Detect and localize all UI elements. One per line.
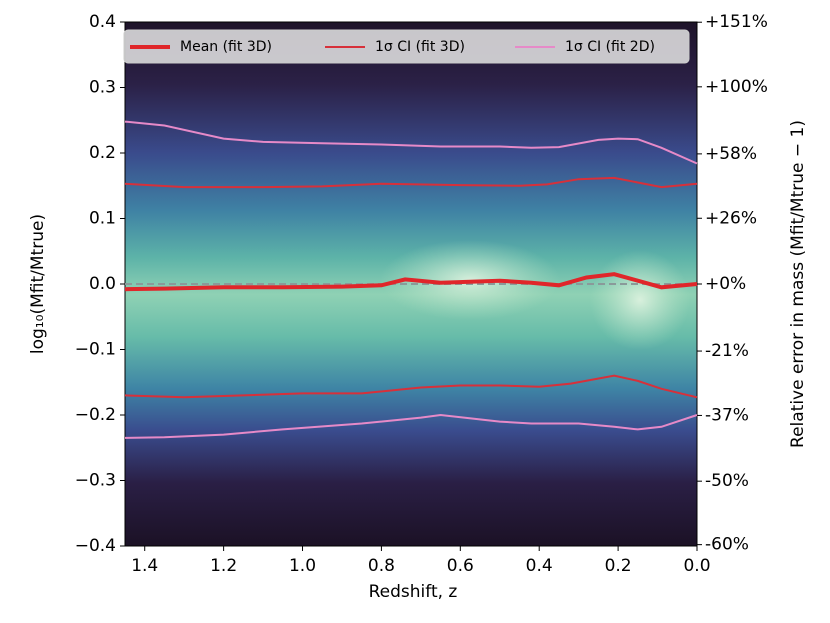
y2-tick-label: -37% [705,405,749,425]
y-tick-label: −0.4 [75,536,116,556]
x-tick-label: 1.0 [289,556,316,576]
legend-label: Mean (fit 3D) [180,39,272,55]
x-tick-label: 0.6 [447,556,474,576]
x-tick-label: 1.4 [131,556,158,576]
x-tick-label: 0.2 [605,556,632,576]
x-tick-label: 0.4 [526,556,553,576]
y-tick-label: −0.2 [75,405,116,425]
ci-lower-line [124,413,698,439]
y-tick-label: 0.1 [89,209,116,229]
y2-tick-label: +26% [705,208,757,228]
y-tick-label: −0.3 [75,471,116,491]
y2-tick-label: +58% [705,144,757,164]
y-tick-label: 0.0 [89,274,116,294]
y-tick-label: 0.3 [89,78,116,98]
ci-lower-line [124,374,698,399]
ci-upper-line [124,120,698,165]
y2-tick-label: -50% [705,471,749,491]
legend-box [123,29,690,64]
legend-label: 1σ CI (fit 3D) [375,39,465,55]
y2-tick-label: +151% [705,12,768,32]
y2-tick-label: +0% [705,274,746,294]
legend-label: 1σ CI (fit 2D) [565,39,655,55]
y-tick-label: 0.4 [89,12,116,32]
mean-line [124,272,698,292]
y-axis-label: log₁₀(Mfit/Mtrue) [28,214,48,354]
ci-upper-line [124,176,698,189]
x-tick-label: 0.8 [368,556,395,576]
legend: Mean (fit 3D) 1σ CI (fit 3D) 1σ CI (fit 2D… [123,29,690,64]
y2-axis-label: Relative error in mass (Mfit/Mtrue − 1) [788,120,808,448]
y-tick-label: −0.1 [75,340,116,360]
x-axis-label: Redshift, z [369,582,458,602]
y2-tick-label: +100% [705,77,768,97]
x-tick-label: 1.2 [210,556,237,576]
y2-tick-label: -60% [705,535,749,555]
y2-tick-label: -21% [705,341,749,361]
density-peak [590,250,690,350]
x-tick-label: 0.0 [683,556,710,576]
y-tick-label: 0.2 [89,143,116,163]
